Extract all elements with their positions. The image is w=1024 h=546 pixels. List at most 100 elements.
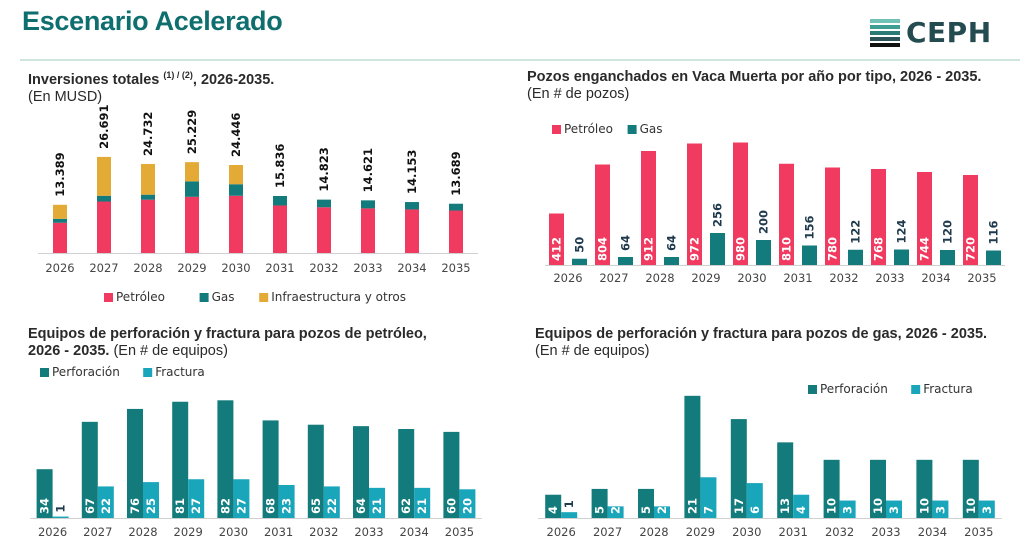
equipos_gas-bar-fractura [793,494,810,518]
equipos-petroleo-legend-label: Perforación [52,365,120,379]
equipos_petroleo-bar-perforacion [217,400,234,518]
equipos_petroleo-x-tick-label: 2030 [219,525,248,539]
equipos_gas-value-label: 5 [639,506,653,514]
inversiones-total-label: 25.229 [185,110,199,154]
equipos-petroleo-title: Equipos de perforación y fractura para p… [28,326,427,360]
equipos-gas-title-text: Equipos de perforación y fractura para p… [535,326,988,342]
pozos-value-label: 64 [665,235,679,251]
inversiones-x-tick-label: 2031 [265,261,294,275]
pozos-value-label: 50 [573,237,587,253]
equipos_gas-x-tick-label: 2033 [871,525,900,539]
equipos_gas-x-tick-label: 2030 [732,525,761,539]
pozos-value-label: 720 [964,237,978,261]
equipos_gas-x-tick-label: 2027 [593,525,622,539]
equipos_petroleo-x-tick-label: 2035 [445,525,474,539]
equipos_petroleo-bar-perforacion [398,429,415,518]
equipos_petroleo-value-label: 81 [173,498,187,514]
equipos-petroleo-legend-label: Fractura [155,365,205,379]
equipos_petroleo-bar-perforacion [127,408,143,518]
equipos-petroleo-legend-swatch [143,368,153,377]
equipos_petroleo-bar-fractura [188,479,205,518]
equipos_gas-bar-fractura [654,506,670,518]
equipos_gas-bar-fractura [886,500,902,518]
pozos-value-label: 124 [895,219,909,243]
equipos_gas-x-tick-label: 2029 [686,525,715,539]
equipos-petroleo-subtitle: (En # de equipos) [109,343,228,359]
inversiones-x-tick-label: 2030 [221,261,250,275]
inversiones-bar-infra [229,164,243,185]
equipos_petroleo-bar-perforacion [81,421,98,518]
equipos_gas-bar-fractura [839,500,856,518]
equipos_petroleo-bar-fractura [414,487,431,518]
pozos-title-text: Pozos enganchados en Vaca Muerta por año… [527,69,982,85]
pozos-value-label: 64 [619,235,633,251]
inversiones-bar-gas [53,218,67,223]
equipos_petroleo-value-label: 22 [99,498,113,514]
inversiones-title-text: Inversiones totales [28,71,164,88]
equipos_gas-value-label: 10 [871,498,885,514]
pozos-value-label: 412 [550,237,564,261]
pozos-x-tick-label: 2032 [829,271,858,285]
pozos-x-tick-label: 2027 [599,271,628,285]
inversiones-bar-gas [97,195,111,202]
pozos-value-label: 804 [596,237,610,261]
pozos-value-label: 912 [642,237,656,261]
equipos_petroleo-value-label: 23 [280,498,294,514]
equipos_gas-bar-perforacion [962,459,979,518]
inversiones-x-tick-label: 2027 [89,261,118,275]
inversiones-x-tick-label: 2029 [177,261,206,275]
equipos_gas-x-tick-label: 2034 [918,525,947,539]
equipos-gas-legend-label: Fractura [923,382,973,396]
pozos-bar-gas [664,257,679,265]
equipos_petroleo-x-tick-label: 2031 [264,525,293,539]
equipos_petroleo-value-label: 62 [399,498,413,514]
pozos-bar-petroleo [963,175,978,265]
inversiones-legend-label: Petróleo [116,290,165,304]
pozos-legend-label: Petróleo [564,122,613,136]
equipos_petroleo-bar-fractura [369,487,385,518]
pozos-x-tick-label: 2033 [875,271,904,285]
equipos_gas-x-tick-label: 2028 [639,525,668,539]
pozos-legend-swatch [552,125,561,134]
equipos_petroleo-value-label: 60 [444,498,458,514]
pozos-value-label: 780 [826,237,840,261]
pozos-value-label: 256 [711,203,725,227]
pozos-title: Pozos enganchados en Vaca Muerta por año… [527,69,981,103]
equipos_gas-value-label: 13 [778,498,792,514]
equipos_gas-bar-perforacion [684,395,701,518]
equipos_petroleo-bar-perforacion [36,469,53,518]
equipos_gas-bar-fractura [932,500,949,518]
pozos-bar-petroleo [825,167,840,265]
inversiones-bar-infra [97,156,111,196]
equipos_petroleo-value-label: 25 [144,498,158,514]
header-divider [20,59,1020,61]
pozos-bar-petroleo [733,142,748,265]
equipos_gas-bar-perforacion [916,459,933,518]
equipos_gas-bar-perforacion [777,442,794,518]
inversiones-total-label: 26.691 [97,105,111,149]
inversiones-total-label: 13.689 [449,151,463,195]
equipos_gas-value-label: 1 [562,500,576,508]
equipos_gas-x-tick-label: 2032 [825,525,854,539]
pozos-x-tick-label: 2035 [967,271,996,285]
equipos-gas-legend-label: Perforación [820,382,888,396]
inversiones-total-label: 24.446 [229,113,243,157]
inversiones-bar-petroleo [53,222,67,253]
pozos-bar-gas [618,257,633,265]
pozos-bar-petroleo [687,143,702,265]
pozos-legend-swatch [627,125,637,134]
inversiones-total-label: 13.389 [53,152,67,196]
equipos_petroleo-value-label: 27 [189,498,203,514]
equipos_petroleo-value-label: 64 [354,498,368,514]
inversiones-legend-label: Infraestructura y otros [271,290,406,304]
inversiones-bar-gas [229,184,243,196]
equipos_gas-bar-fractura [561,512,578,518]
pozos-bar-gas [802,245,817,265]
equipos_gas-x-tick-label: 2026 [547,525,576,539]
equipos_gas-value-label: 6 [748,506,762,514]
equipos-petroleo-title-text: Equipos de perforación y fractura para p… [28,326,427,342]
equipos_petroleo-x-tick-label: 2034 [400,525,429,539]
pozos-value-label: 116 [987,220,1001,244]
equipos_gas-value-label: 10 [964,498,978,514]
equipos_petroleo-x-tick-label: 2032 [309,525,338,539]
